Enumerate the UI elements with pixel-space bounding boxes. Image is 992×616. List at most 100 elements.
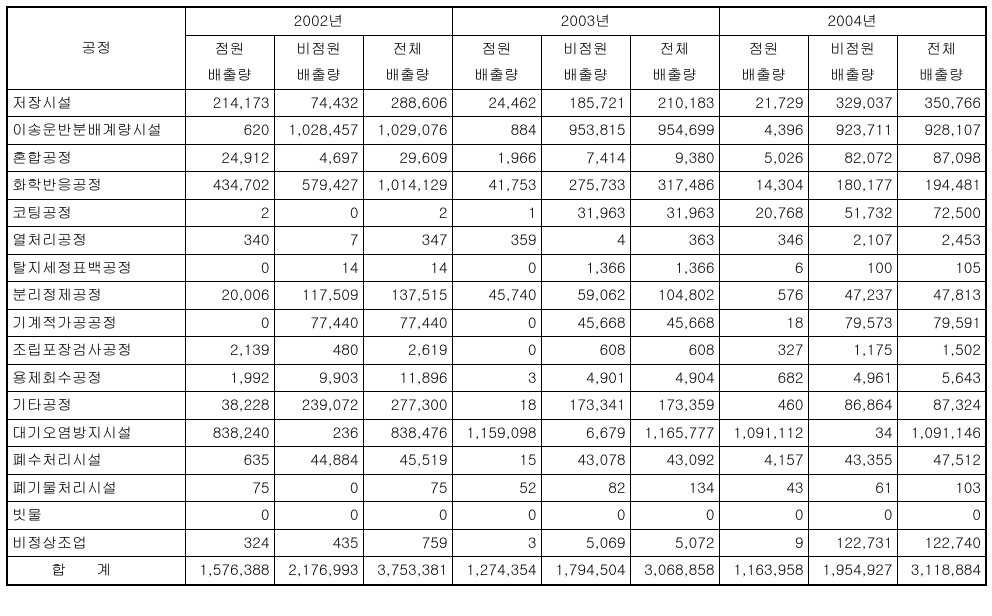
cell-value: 236 (274, 419, 363, 447)
table-row: 기계적가공공정077,44077,440045,66845,6681879,57… (7, 309, 986, 337)
table-header: 공정 2002년 2003년 2004년 점원 비점원 전체 점원 비점원 전체… (7, 7, 986, 89)
cell-value: 75 (185, 474, 274, 502)
cell-value: 5,643 (897, 364, 986, 392)
sub-header: 배출량 (897, 62, 986, 89)
table-row: 이송운반분배계량시설6201,028,4571,029,076884953,81… (7, 117, 986, 145)
cell-value: 77,440 (363, 309, 452, 337)
cell-value: 210,183 (630, 89, 719, 117)
cell-value: 0 (185, 309, 274, 337)
sub-header: 배출량 (452, 62, 541, 89)
row-label: 열처리공정 (7, 227, 185, 255)
cell-value: 480 (274, 337, 363, 365)
cell-value: 3 (452, 529, 541, 557)
cell-value: 14 (363, 254, 452, 282)
sub-header: 배출량 (630, 62, 719, 89)
sub-header: 비점원 (274, 35, 363, 62)
cell-value: 87,324 (897, 392, 986, 420)
cell-value: 52 (452, 474, 541, 502)
cell-value: 43,092 (630, 447, 719, 475)
cell-value: 20,006 (185, 282, 274, 310)
year-2002: 2002년 (185, 7, 452, 35)
cell-value: 20,768 (719, 199, 808, 227)
cell-value: 104,802 (630, 282, 719, 310)
cell-value: 7,414 (541, 144, 630, 172)
cell-value: 838,240 (185, 419, 274, 447)
cell-value: 24,462 (452, 89, 541, 117)
cell-value: 1 (452, 199, 541, 227)
cell-value: 122,740 (897, 529, 986, 557)
cell-value: 1,028,457 (274, 117, 363, 145)
table-row: 저장시설214,17374,432288,60624,462185,721210… (7, 89, 986, 117)
cell-value: 2 (363, 199, 452, 227)
cell-value: 2,453 (897, 227, 986, 255)
row-label: 조립포장검사공정 (7, 337, 185, 365)
cell-value: 0 (274, 199, 363, 227)
table-row: 화학반응공정434,702579,4271,014,12941,753275,7… (7, 172, 986, 200)
cell-value: 15 (452, 447, 541, 475)
sub-header: 배출량 (274, 62, 363, 89)
cell-value: 11,896 (363, 364, 452, 392)
total-label: 합계 (7, 557, 185, 585)
cell-value: 884 (452, 117, 541, 145)
table-row: 폐기물처리시설7507552821344361103 (7, 474, 986, 502)
cell-value: 117,509 (274, 282, 363, 310)
cell-value: 0 (897, 502, 986, 530)
cell-value: 87,098 (897, 144, 986, 172)
cell-value: 4,396 (719, 117, 808, 145)
cell-value: 4 (541, 227, 630, 255)
cell-value: 0 (363, 502, 452, 530)
cell-value: 1,175 (808, 337, 897, 365)
row-label: 폐기물처리시설 (7, 474, 185, 502)
cell-value: 82 (541, 474, 630, 502)
table-row: 혼합공정24,9124,69729,6091,9667,4149,3805,02… (7, 144, 986, 172)
cell-value: 75 (363, 474, 452, 502)
cell-value: 1,014,129 (363, 172, 452, 200)
cell-value: 239,072 (274, 392, 363, 420)
cell-value: 1,165,777 (630, 419, 719, 447)
cell-value: 79,591 (897, 309, 986, 337)
cell-value: 0 (452, 502, 541, 530)
total-row: 합계1,576,3882,176,9933,753,3811,274,3541,… (7, 557, 986, 585)
cell-value: 9,903 (274, 364, 363, 392)
cell-value: 7 (274, 227, 363, 255)
cell-value: 0 (452, 337, 541, 365)
cell-value: 72,500 (897, 199, 986, 227)
cell-value: 1,366 (541, 254, 630, 282)
cell-value: 31,963 (630, 199, 719, 227)
cell-value: 1,159,098 (452, 419, 541, 447)
cell-value: 59,062 (541, 282, 630, 310)
cell-value: 1,029,076 (363, 117, 452, 145)
row-label: 탈지세정표백공정 (7, 254, 185, 282)
total-value: 3,068,858 (630, 557, 719, 585)
cell-value: 82,072 (808, 144, 897, 172)
cell-value: 4,157 (719, 447, 808, 475)
cell-value: 24,912 (185, 144, 274, 172)
cell-value: 47,512 (897, 447, 986, 475)
cell-value: 47,237 (808, 282, 897, 310)
cell-value: 329,037 (808, 89, 897, 117)
cell-value: 1,502 (897, 337, 986, 365)
cell-value: 180,177 (808, 172, 897, 200)
cell-value: 31,963 (541, 199, 630, 227)
process-header: 공정 (7, 7, 185, 89)
total-value: 3,118,884 (897, 557, 986, 585)
row-label: 기타공정 (7, 392, 185, 420)
cell-value: 6,679 (541, 419, 630, 447)
cell-value: 214,173 (185, 89, 274, 117)
cell-value: 954,699 (630, 117, 719, 145)
cell-value: 1,091,146 (897, 419, 986, 447)
cell-value: 4,901 (541, 364, 630, 392)
cell-value: 0 (630, 502, 719, 530)
cell-value: 350,766 (897, 89, 986, 117)
total-value: 1,954,927 (808, 557, 897, 585)
sub-header: 배출량 (719, 62, 808, 89)
cell-value: 2,619 (363, 337, 452, 365)
row-label: 코팅공정 (7, 199, 185, 227)
row-label: 기계적가공공정 (7, 309, 185, 337)
cell-value: 838,476 (363, 419, 452, 447)
cell-value: 0 (274, 474, 363, 502)
cell-value: 288,606 (363, 89, 452, 117)
cell-value: 1,091,112 (719, 419, 808, 447)
cell-value: 4,961 (808, 364, 897, 392)
cell-value: 44,884 (274, 447, 363, 475)
